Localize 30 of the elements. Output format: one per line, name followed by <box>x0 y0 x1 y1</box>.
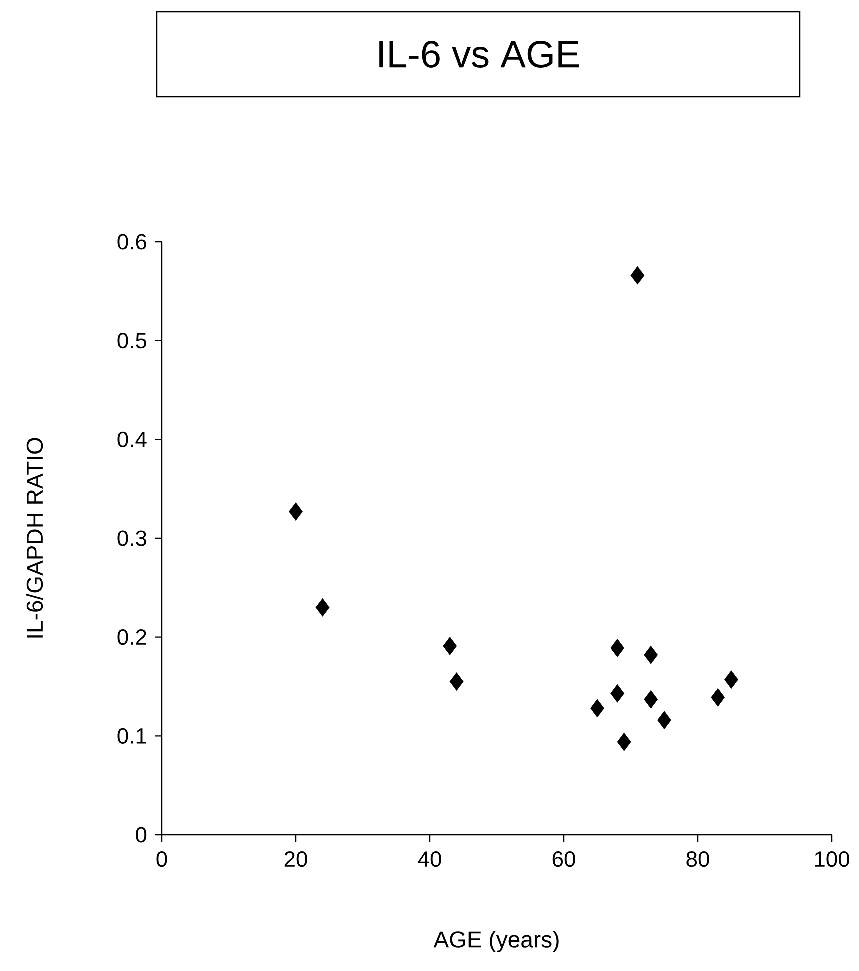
point <box>724 670 738 690</box>
y-tick-label: 0.3 <box>118 530 147 546</box>
y-tick-label: 0 <box>136 827 147 843</box>
y-axis-title: IL-6/GAPDH RATIO <box>26 438 44 638</box>
y-tick-label: 0.5 <box>118 333 147 349</box>
x-tick-label: 20 <box>284 852 308 868</box>
point <box>711 688 726 707</box>
x-tick-label: 100 <box>815 852 850 868</box>
point <box>590 699 604 718</box>
point <box>610 639 625 658</box>
x-tick-label: 0 <box>156 852 168 868</box>
x-tick-label: 60 <box>552 852 576 868</box>
point <box>289 502 303 522</box>
x-axis-title: AGE (years) <box>434 931 559 952</box>
point <box>450 672 464 692</box>
point <box>617 732 632 752</box>
point <box>610 684 625 703</box>
chart-title: IL-6 vs AGE <box>380 41 580 68</box>
x-tick-label: 40 <box>418 852 442 868</box>
y-tick-label: 0.6 <box>118 234 147 250</box>
point <box>630 266 645 285</box>
point <box>644 646 658 664</box>
y-tick-label: 0.1 <box>118 728 146 744</box>
point <box>644 690 658 709</box>
y-tick-label: 0.2 <box>118 630 146 646</box>
point <box>443 637 458 656</box>
x-tick-label: 80 <box>686 852 710 868</box>
point <box>316 598 330 617</box>
point <box>658 711 672 730</box>
y-tick-label: 0.4 <box>118 432 147 448</box>
